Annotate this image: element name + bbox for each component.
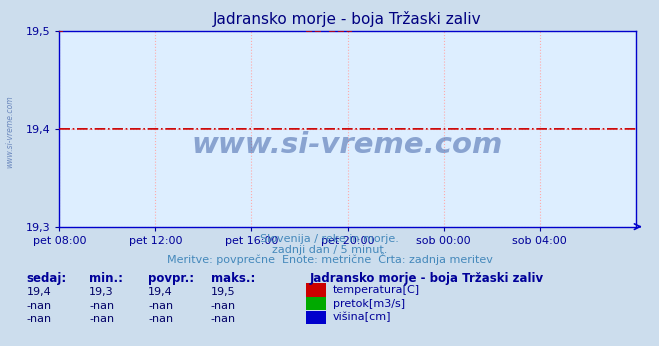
- Text: -nan: -nan: [148, 301, 173, 311]
- Text: www.si-vreme.com: www.si-vreme.com: [5, 95, 14, 168]
- Text: -nan: -nan: [211, 301, 236, 311]
- Text: min.:: min.:: [89, 272, 123, 285]
- Text: povpr.:: povpr.:: [148, 272, 194, 285]
- Text: višina[cm]: višina[cm]: [333, 312, 391, 322]
- Text: 19,4: 19,4: [26, 287, 51, 297]
- Text: 19,3: 19,3: [89, 287, 113, 297]
- Text: Jadransko morje - boja Tržaski zaliv: Jadransko morje - boja Tržaski zaliv: [310, 272, 544, 285]
- Text: -nan: -nan: [26, 301, 51, 311]
- Text: 19,5: 19,5: [211, 287, 235, 297]
- Text: www.si-vreme.com: www.si-vreme.com: [192, 130, 503, 158]
- Text: -nan: -nan: [26, 315, 51, 325]
- Text: sedaj:: sedaj:: [26, 272, 67, 285]
- Text: maks.:: maks.:: [211, 272, 255, 285]
- Text: 19,4: 19,4: [148, 287, 173, 297]
- Title: Jadransko morje - boja Tržaski zaliv: Jadransko morje - boja Tržaski zaliv: [214, 11, 482, 27]
- Text: -nan: -nan: [148, 315, 173, 325]
- Text: zadnji dan / 5 minut.: zadnji dan / 5 minut.: [272, 245, 387, 255]
- Text: -nan: -nan: [89, 315, 114, 325]
- Text: -nan: -nan: [211, 315, 236, 325]
- Text: temperatura[C]: temperatura[C]: [333, 285, 420, 295]
- Text: Meritve: povprečne  Enote: metrične  Črta: zadnja meritev: Meritve: povprečne Enote: metrične Črta:…: [167, 253, 492, 265]
- Text: -nan: -nan: [89, 301, 114, 311]
- Text: pretok[m3/s]: pretok[m3/s]: [333, 299, 405, 309]
- Text: Slovenija / reke in morje.: Slovenija / reke in morje.: [260, 234, 399, 244]
